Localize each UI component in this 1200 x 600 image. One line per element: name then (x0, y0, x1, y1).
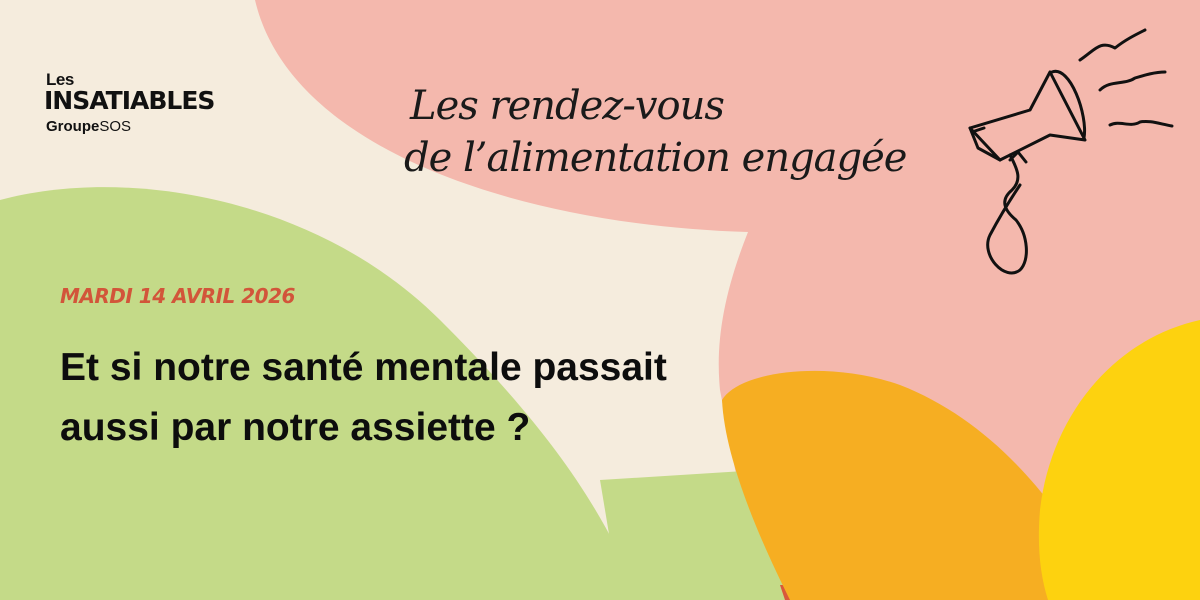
tagline: Les rendez-vous de l’alimentation engagé… (404, 80, 907, 184)
event-date: MARDI 14 AVRIL 2026 (60, 284, 295, 308)
tagline-line2: de l’alimentation engagée (404, 135, 907, 181)
logo-insatiables: INSATIABLES (44, 86, 215, 115)
megaphone-icon (968, 28, 1174, 275)
tagline-line1: Les rendez-vous (410, 83, 725, 129)
headline-line1: Et si notre santé mentale passait (60, 346, 667, 389)
logo-les: Les (46, 70, 74, 89)
green-blob-extension (600, 470, 790, 600)
orange-blob (722, 370, 1110, 600)
headline: Et si notre santé mentale passait aussi … (60, 338, 667, 458)
logo-groupe: Groupe (46, 118, 100, 135)
logo-groupe-sos: GroupeSOS (46, 118, 131, 135)
yellow-blob (1038, 320, 1200, 600)
headline-line2: aussi par notre assiette ? (60, 406, 531, 449)
logo-sos: SOS (99, 118, 132, 135)
green-blob (0, 187, 640, 600)
